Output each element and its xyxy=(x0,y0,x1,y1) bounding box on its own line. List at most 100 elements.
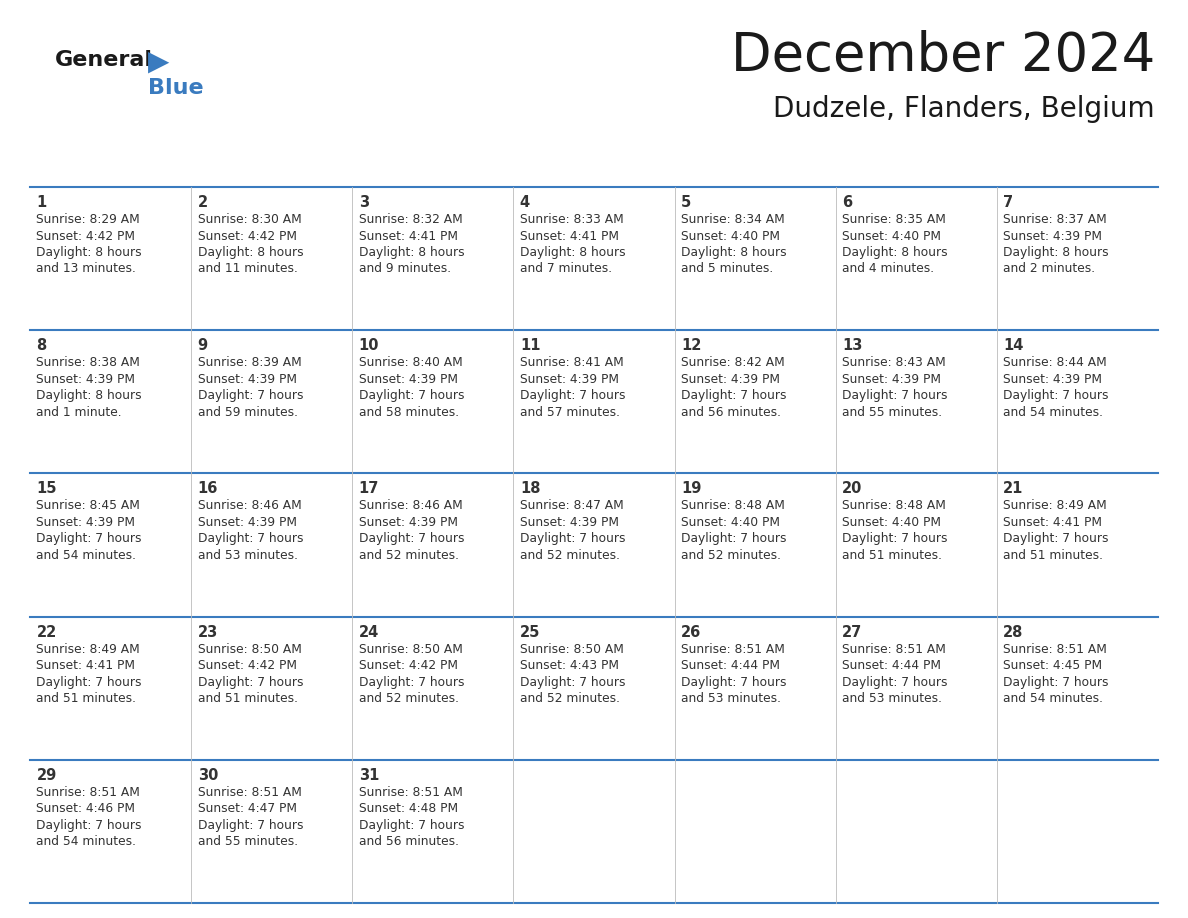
Text: Sunset: 4:39 PM: Sunset: 4:39 PM xyxy=(520,516,619,529)
Text: 18: 18 xyxy=(520,481,541,497)
Text: Daylight: 7 hours: Daylight: 7 hours xyxy=(1004,389,1108,402)
Text: Sunrise: 8:49 AM: Sunrise: 8:49 AM xyxy=(37,643,140,655)
Text: and 52 minutes.: and 52 minutes. xyxy=(520,692,620,705)
Text: Sunset: 4:39 PM: Sunset: 4:39 PM xyxy=(197,516,297,529)
Text: and 4 minutes.: and 4 minutes. xyxy=(842,263,934,275)
Text: Daylight: 7 hours: Daylight: 7 hours xyxy=(359,676,465,688)
Text: Sunrise: 8:44 AM: Sunrise: 8:44 AM xyxy=(1004,356,1107,369)
Text: Sunrise: 8:50 AM: Sunrise: 8:50 AM xyxy=(359,643,462,655)
Text: Sunset: 4:40 PM: Sunset: 4:40 PM xyxy=(681,230,781,242)
Text: 1: 1 xyxy=(37,195,46,210)
Text: Daylight: 7 hours: Daylight: 7 hours xyxy=(520,389,625,402)
Text: Sunrise: 8:30 AM: Sunrise: 8:30 AM xyxy=(197,213,302,226)
Text: Daylight: 7 hours: Daylight: 7 hours xyxy=(520,532,625,545)
Text: Daylight: 7 hours: Daylight: 7 hours xyxy=(681,676,786,688)
Text: Sunrise: 8:50 AM: Sunrise: 8:50 AM xyxy=(520,643,624,655)
Text: 4: 4 xyxy=(520,195,530,210)
Text: Friday: Friday xyxy=(843,163,892,178)
Text: and 51 minutes.: and 51 minutes. xyxy=(197,692,297,705)
Text: Sunset: 4:41 PM: Sunset: 4:41 PM xyxy=(1004,516,1102,529)
Text: Monday: Monday xyxy=(200,163,263,178)
Text: Sunset: 4:46 PM: Sunset: 4:46 PM xyxy=(37,802,135,815)
Text: Sunrise: 8:50 AM: Sunrise: 8:50 AM xyxy=(197,643,302,655)
Text: 2: 2 xyxy=(197,195,208,210)
Text: Daylight: 7 hours: Daylight: 7 hours xyxy=(197,532,303,545)
Text: Daylight: 7 hours: Daylight: 7 hours xyxy=(1004,676,1108,688)
Text: and 57 minutes.: and 57 minutes. xyxy=(520,406,620,419)
Text: and 56 minutes.: and 56 minutes. xyxy=(359,835,459,848)
Text: Tuesday: Tuesday xyxy=(360,163,425,178)
Text: Sunrise: 8:51 AM: Sunrise: 8:51 AM xyxy=(1004,643,1107,655)
Text: Daylight: 7 hours: Daylight: 7 hours xyxy=(520,676,625,688)
Text: and 56 minutes.: and 56 minutes. xyxy=(681,406,781,419)
Text: Sunrise: 8:33 AM: Sunrise: 8:33 AM xyxy=(520,213,624,226)
Text: 12: 12 xyxy=(681,338,701,353)
Text: 19: 19 xyxy=(681,481,701,497)
Text: Sunrise: 8:46 AM: Sunrise: 8:46 AM xyxy=(359,499,462,512)
Text: Sunset: 4:42 PM: Sunset: 4:42 PM xyxy=(37,230,135,242)
Text: Daylight: 8 hours: Daylight: 8 hours xyxy=(1004,246,1108,259)
Text: Thursday: Thursday xyxy=(683,163,758,178)
Text: Sunset: 4:39 PM: Sunset: 4:39 PM xyxy=(37,516,135,529)
Text: 10: 10 xyxy=(359,338,379,353)
Text: 7: 7 xyxy=(1004,195,1013,210)
Text: ▶: ▶ xyxy=(148,48,170,76)
Text: Sunset: 4:42 PM: Sunset: 4:42 PM xyxy=(197,230,297,242)
Text: Daylight: 8 hours: Daylight: 8 hours xyxy=(681,246,786,259)
Text: 17: 17 xyxy=(359,481,379,497)
Text: Sunrise: 8:51 AM: Sunrise: 8:51 AM xyxy=(37,786,140,799)
Text: and 54 minutes.: and 54 minutes. xyxy=(1004,692,1104,705)
Text: and 55 minutes.: and 55 minutes. xyxy=(197,835,298,848)
Text: Daylight: 8 hours: Daylight: 8 hours xyxy=(520,246,626,259)
Text: and 51 minutes.: and 51 minutes. xyxy=(1004,549,1104,562)
Text: Blue: Blue xyxy=(148,78,203,98)
Text: Daylight: 7 hours: Daylight: 7 hours xyxy=(842,532,948,545)
Text: Sunset: 4:40 PM: Sunset: 4:40 PM xyxy=(842,516,941,529)
Text: Daylight: 7 hours: Daylight: 7 hours xyxy=(359,389,465,402)
Text: and 9 minutes.: and 9 minutes. xyxy=(359,263,451,275)
Text: 8: 8 xyxy=(37,338,46,353)
Text: 29: 29 xyxy=(37,767,57,783)
Text: Sunset: 4:41 PM: Sunset: 4:41 PM xyxy=(37,659,135,672)
Text: Sunset: 4:47 PM: Sunset: 4:47 PM xyxy=(197,802,297,815)
Text: and 51 minutes.: and 51 minutes. xyxy=(37,692,137,705)
Text: 30: 30 xyxy=(197,767,217,783)
Text: Sunrise: 8:51 AM: Sunrise: 8:51 AM xyxy=(197,786,302,799)
Text: and 52 minutes.: and 52 minutes. xyxy=(359,549,459,562)
Text: Sunday: Sunday xyxy=(38,163,99,178)
Text: and 54 minutes.: and 54 minutes. xyxy=(37,549,137,562)
Text: Sunrise: 8:41 AM: Sunrise: 8:41 AM xyxy=(520,356,624,369)
Text: Sunrise: 8:32 AM: Sunrise: 8:32 AM xyxy=(359,213,462,226)
Text: and 53 minutes.: and 53 minutes. xyxy=(197,549,297,562)
Text: Daylight: 7 hours: Daylight: 7 hours xyxy=(681,532,786,545)
Text: December 2024: December 2024 xyxy=(731,30,1155,82)
Text: and 1 minute.: and 1 minute. xyxy=(37,406,122,419)
Text: Sunset: 4:42 PM: Sunset: 4:42 PM xyxy=(359,659,457,672)
Text: and 5 minutes.: and 5 minutes. xyxy=(681,263,773,275)
Text: Sunrise: 8:42 AM: Sunrise: 8:42 AM xyxy=(681,356,785,369)
Text: 24: 24 xyxy=(359,624,379,640)
Text: and 52 minutes.: and 52 minutes. xyxy=(681,549,781,562)
Text: Sunrise: 8:49 AM: Sunrise: 8:49 AM xyxy=(1004,499,1107,512)
Text: General: General xyxy=(55,50,153,70)
Text: and 54 minutes.: and 54 minutes. xyxy=(37,835,137,848)
Text: Sunrise: 8:51 AM: Sunrise: 8:51 AM xyxy=(842,643,946,655)
Text: Sunrise: 8:51 AM: Sunrise: 8:51 AM xyxy=(359,786,462,799)
Text: and 2 minutes.: and 2 minutes. xyxy=(1004,263,1095,275)
Text: 22: 22 xyxy=(37,624,57,640)
Text: and 52 minutes.: and 52 minutes. xyxy=(359,692,459,705)
Text: Daylight: 8 hours: Daylight: 8 hours xyxy=(842,246,948,259)
Text: 13: 13 xyxy=(842,338,862,353)
Text: Daylight: 7 hours: Daylight: 7 hours xyxy=(37,676,141,688)
Text: Sunrise: 8:35 AM: Sunrise: 8:35 AM xyxy=(842,213,946,226)
Text: Daylight: 7 hours: Daylight: 7 hours xyxy=(197,819,303,832)
Text: and 52 minutes.: and 52 minutes. xyxy=(520,549,620,562)
Text: Sunset: 4:39 PM: Sunset: 4:39 PM xyxy=(1004,373,1102,386)
Text: 3: 3 xyxy=(359,195,368,210)
Text: Sunset: 4:43 PM: Sunset: 4:43 PM xyxy=(520,659,619,672)
Text: 14: 14 xyxy=(1004,338,1024,353)
Text: 5: 5 xyxy=(681,195,691,210)
Text: and 11 minutes.: and 11 minutes. xyxy=(197,263,297,275)
Text: Sunrise: 8:40 AM: Sunrise: 8:40 AM xyxy=(359,356,462,369)
Text: and 7 minutes.: and 7 minutes. xyxy=(520,263,612,275)
